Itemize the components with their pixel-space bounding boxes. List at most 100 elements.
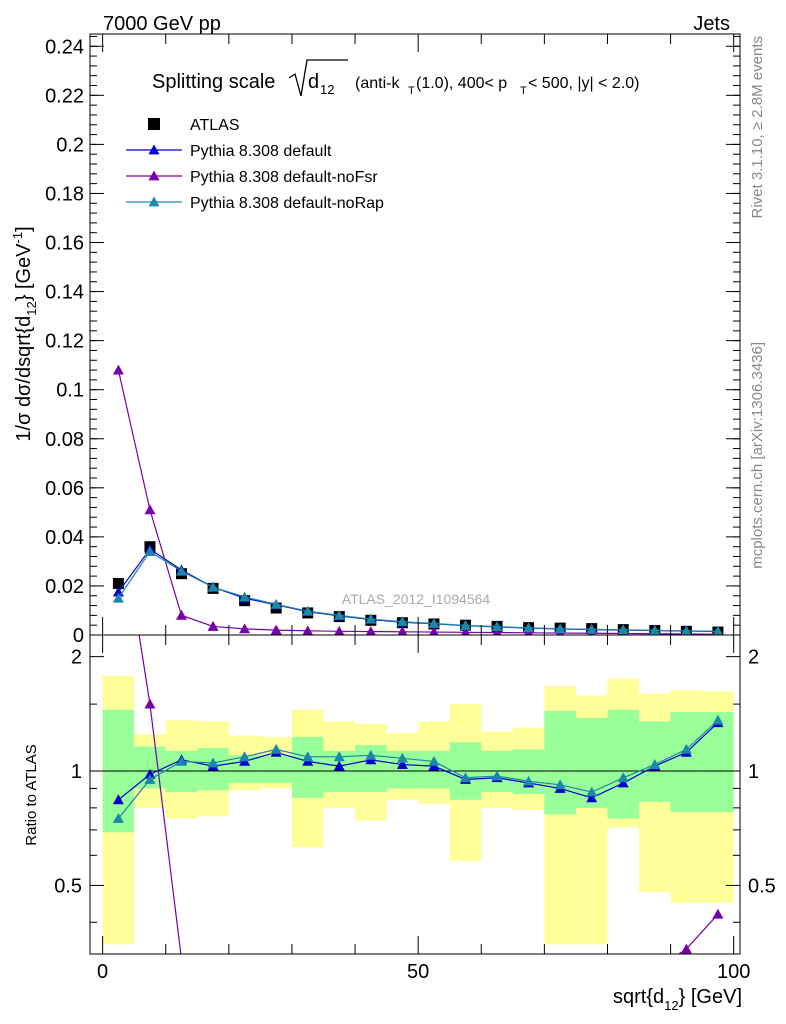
series-point-noRap <box>712 625 724 635</box>
ratio-point-noFsr <box>460 1001 471 1011</box>
series-point-noFsr <box>429 626 439 635</box>
ratio-y-tick-label: 0.5 <box>54 875 82 897</box>
legend-label-noFsr: Pythia 8.308 default-noFsr <box>190 169 378 186</box>
series-point-noRap <box>649 624 661 635</box>
top-y-tick-label: 0.18 <box>45 183 84 205</box>
atlas-data-point <box>112 577 124 589</box>
title-sqrt-symbol: d <box>308 71 319 93</box>
x-tick-label: 50 <box>407 961 429 983</box>
ratio-point-noRap <box>365 749 377 760</box>
ratio-point-noFsr <box>492 988 503 998</box>
ratio-point-default <box>396 759 408 769</box>
ratio-point-noFsr <box>649 964 660 974</box>
legend-label-default: Pythia 8.308 default <box>190 143 332 160</box>
series-point-noFsr <box>112 364 124 375</box>
series-point-noRap <box>333 609 345 620</box>
title-rest2-sub: T <box>520 85 527 97</box>
ratio-point-noRap <box>491 770 503 781</box>
top-y-tick-label: 0.12 <box>45 331 84 353</box>
ratio-plot-frame <box>89 634 741 955</box>
ratio-point-default <box>112 794 124 805</box>
series-point-noFsr <box>302 625 314 635</box>
top-y-tick-label: 0.1 <box>56 380 84 402</box>
legend-marker-default <box>148 144 160 155</box>
ratio-point-noRap <box>680 743 692 754</box>
ratio-point-noRap <box>207 757 219 768</box>
top-y-tick-label: 0.22 <box>45 85 84 107</box>
series-point-noFsr <box>144 504 156 515</box>
top-y-tick-label: 0.08 <box>45 429 84 451</box>
ratio-point-noFsr <box>586 982 597 992</box>
rivet-label: Rivet 3.1.10, ≥ 2.8M events <box>749 36 766 219</box>
ratio-point-noRap <box>428 755 440 766</box>
top-y-tick-label: 0.16 <box>45 233 84 255</box>
series-point-noRap <box>617 624 629 635</box>
analysis-watermark: ATLAS_2012_I1094564 <box>342 591 491 607</box>
series-point-noRap <box>270 598 282 609</box>
ratio-band-inner <box>544 710 576 815</box>
ratio-point-default <box>617 777 629 788</box>
legend-marker-noRap <box>148 196 160 207</box>
series-point-noRap <box>586 623 598 634</box>
series-point-noFsr <box>460 626 471 635</box>
ratio-point-noFsr <box>239 1015 250 1024</box>
series-point-noFsr <box>207 620 219 631</box>
series-point-noRap <box>428 617 440 628</box>
main-plot-panel: 0 0.02 0.04 0.06 0.08 0.1 0.12 0.14 0.16 0.18 0.2 0… <box>45 33 741 647</box>
ratio-point-noFsr <box>555 982 566 992</box>
ratio-point-noRap <box>333 751 345 762</box>
series-point-noRap <box>554 623 566 634</box>
series-point-noRap <box>680 625 692 635</box>
ratio-y-tick-label-right: 0.5 <box>748 875 776 897</box>
ratio-point-noRap <box>586 786 598 797</box>
ratio-point-noFsr <box>181 953 182 954</box>
ratio-y-tick-label: 2 <box>71 647 82 669</box>
title-rest2: (1.0), 400< p <box>416 75 507 92</box>
ratio-band-inner <box>291 736 324 798</box>
series-point-noRap <box>365 613 377 624</box>
title-rest3: < 500, |y| < 2.0) <box>528 75 640 92</box>
top-y-axis-label: 1/σ dσ/dsqrt{d12} [GeV-1] <box>10 226 39 441</box>
title-sqrt-sign <box>288 59 348 97</box>
ratio-point-noRap <box>144 773 156 784</box>
ratio-point-noRap <box>712 714 724 725</box>
series-point-noRap <box>207 581 219 592</box>
series-point-noRap <box>396 616 408 627</box>
x-tick-label: 100 <box>717 961 750 983</box>
ratio-point-default <box>586 792 598 803</box>
ratio-point-noFsr <box>428 1001 439 1011</box>
series-point-noRap <box>523 622 535 633</box>
ratio-point-noFsr <box>523 988 534 998</box>
series-point-noRap <box>302 605 314 616</box>
ratio-point-noFsr <box>208 994 219 1004</box>
ratio-point-noRap <box>396 752 408 763</box>
legend-label-atlas: ATLAS <box>190 117 240 134</box>
ratio-point-noFsr <box>712 908 724 919</box>
series-point-noFsr <box>270 624 282 635</box>
ratio-y-tick-label-right: 2 <box>748 647 759 669</box>
series-point-noRap <box>144 546 156 556</box>
ratio-point-noFsr <box>365 1015 376 1024</box>
ratio-y-tick-label: 1 <box>71 761 82 783</box>
ratio-point-noRap <box>302 751 314 762</box>
ratio-point-noRap <box>554 779 566 790</box>
legend: ATLAS Pythia 8.308 default Pythia 8.308 de… <box>126 117 384 212</box>
series-point-noRap <box>176 565 188 576</box>
header-right: Jets <box>693 13 730 35</box>
ratio-point-noRap <box>523 775 535 786</box>
ratio-point-noFsr <box>113 497 124 507</box>
top-y-tick-label: 0.2 <box>56 134 84 156</box>
top-y-tick-label: 0.24 <box>45 36 84 58</box>
ratio-point-noRap <box>459 772 471 783</box>
x-tick-label: 0 <box>97 961 108 983</box>
ratio-line-default <box>118 722 719 801</box>
series-point-noRap <box>239 591 251 602</box>
series-point-noRap <box>459 619 471 630</box>
ratio-point-noRap <box>112 813 124 823</box>
ratio-band-inner <box>702 711 734 813</box>
series-point-noFsr <box>176 609 188 620</box>
ratio-point-noRap <box>239 751 251 762</box>
title-prefix: Splitting scale <box>152 71 275 93</box>
legend-marker-atlas <box>148 118 160 130</box>
